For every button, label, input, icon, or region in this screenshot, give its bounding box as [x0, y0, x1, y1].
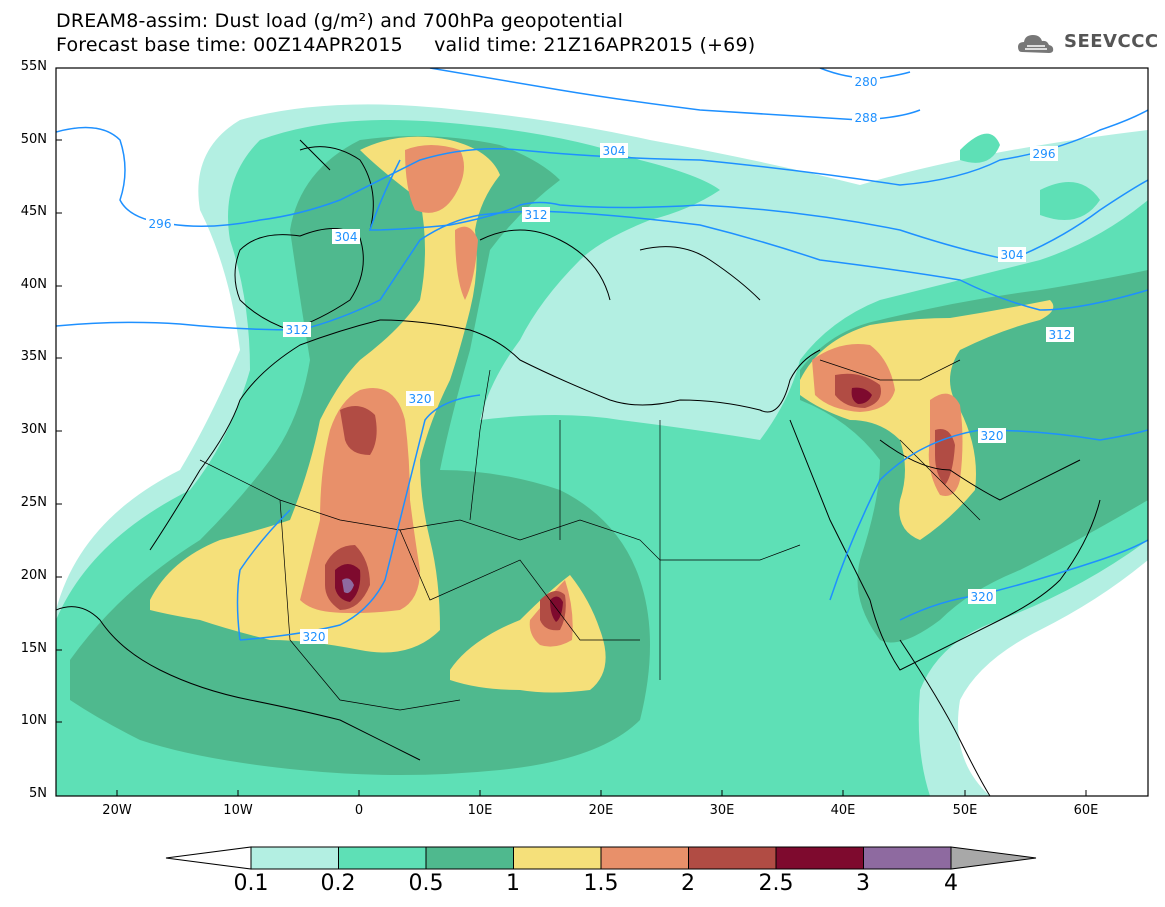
- colorbar-label: 0.2: [320, 871, 356, 896]
- contour-label: 304: [603, 144, 626, 158]
- lat-label: 40N: [20, 277, 47, 292]
- colorbar-box: [513, 846, 602, 870]
- lat-label: 15N: [20, 641, 47, 656]
- lon-label: 30E: [709, 803, 735, 818]
- map-title: DREAM8-assim: Dust load (g/m²) and 700hP…: [56, 10, 624, 32]
- lon-label: 0: [354, 803, 364, 818]
- lat-label: 20N: [20, 568, 47, 583]
- contour-label: 320: [303, 630, 326, 644]
- colorbar-label: 1: [506, 871, 520, 896]
- dust-level-0.2-north: [960, 133, 1100, 220]
- lon-label: 10E: [467, 803, 493, 818]
- geopotential-contours: [56, 68, 1148, 641]
- colorbar-box: [688, 846, 777, 870]
- colorbar-under-triangle: [165, 846, 252, 870]
- colorbar: [165, 846, 1037, 870]
- colorbar-label: 0.1: [233, 871, 269, 896]
- dust-level-3.0: [342, 578, 354, 594]
- colorbar-box: [250, 846, 339, 870]
- contour-label: 304: [335, 230, 358, 244]
- contour-label: 312: [286, 323, 309, 337]
- axis-ticks: [56, 67, 1087, 796]
- colorbar-box: [775, 846, 864, 870]
- lon-label: 60E: [1073, 803, 1099, 818]
- colorbar-label: 2: [681, 871, 695, 896]
- lon-label: 20W: [102, 803, 132, 818]
- forecast-time-line: Forecast base time: 00Z14APR2015 valid t…: [56, 34, 756, 56]
- dust-field: 280 288 296 296 304 304 304 312 312 312 …: [56, 68, 1148, 796]
- contour-label: 320: [409, 392, 432, 406]
- lat-label: 50N: [20, 132, 47, 147]
- colorbar-label: 1.5: [583, 871, 619, 896]
- country-borders: [199, 359, 981, 711]
- colorbar-over-triangle: [950, 846, 1037, 870]
- cloud-icon: [1018, 35, 1054, 53]
- dust-level-1.5: [300, 145, 478, 614]
- lat-label: 10N: [20, 713, 47, 728]
- contour-label: 288: [855, 111, 878, 125]
- contour-label: 312: [1049, 328, 1072, 342]
- contour-label: 320: [971, 590, 994, 604]
- lon-label: 50E: [952, 803, 978, 818]
- lon-label: 10W: [223, 803, 253, 818]
- lat-label: 35N: [20, 349, 47, 364]
- contour-label: 296: [149, 217, 172, 231]
- contour-label: 312: [525, 208, 548, 222]
- logo-text: SEEVCCC: [1064, 31, 1159, 52]
- colorbar-box: [425, 846, 514, 870]
- contour-label: 320: [981, 429, 1004, 443]
- contour-label: 296: [1033, 147, 1056, 161]
- colorbar-label: 2.5: [758, 871, 794, 896]
- lon-label: 40E: [830, 803, 856, 818]
- lat-label: 25N: [20, 495, 47, 510]
- colorbar-box: [338, 846, 427, 870]
- colorbar-box: [600, 846, 689, 870]
- lat-label: 30N: [20, 422, 47, 437]
- contour-labels: 280 288 296 296 304 304 304 312 312 312 …: [146, 74, 1074, 644]
- contour-label: 304: [1001, 248, 1024, 262]
- lat-label: 45N: [20, 204, 47, 219]
- contour-label: 280: [855, 75, 878, 89]
- map-frame: [55, 67, 1149, 797]
- colorbar-label: 4: [944, 871, 958, 896]
- lat-label: 55N: [20, 59, 47, 74]
- colorbar-box: [863, 846, 952, 870]
- lon-label: 20E: [588, 803, 614, 818]
- colorbar-label: 0.5: [408, 871, 444, 896]
- colorbar-label: 3: [856, 871, 870, 896]
- coastlines: [56, 139, 1101, 796]
- lat-label: 5N: [29, 786, 47, 801]
